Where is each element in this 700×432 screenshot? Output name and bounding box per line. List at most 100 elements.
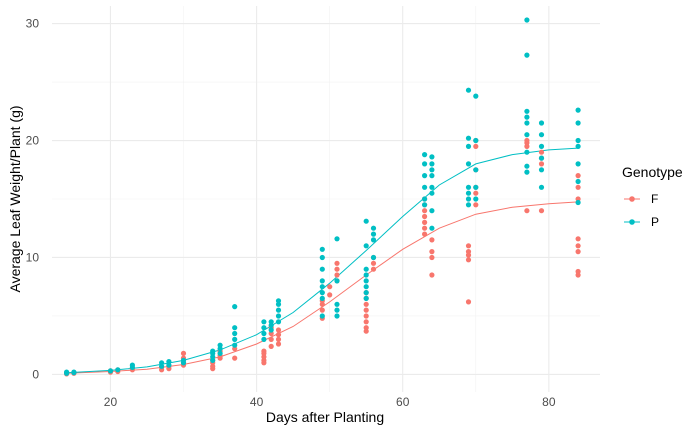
data-point-P — [524, 169, 530, 175]
data-point-P — [465, 202, 472, 208]
data-points — [64, 17, 581, 377]
data-point-P — [261, 319, 267, 325]
legend-title: Genotype — [622, 164, 683, 180]
data-point-P — [370, 231, 377, 237]
data-point-F — [275, 327, 282, 333]
data-point-P — [232, 304, 238, 310]
data-point-F — [465, 249, 472, 255]
data-point-P — [422, 161, 428, 167]
data-point-P — [275, 307, 282, 313]
data-point-F — [538, 208, 545, 214]
data-point-P — [429, 167, 435, 173]
fit-line-P — [66, 147, 579, 374]
data-point-P — [115, 367, 121, 373]
data-point-P — [575, 143, 581, 149]
data-point-P — [319, 254, 325, 261]
data-point-P — [575, 137, 581, 144]
legend-label: P — [651, 215, 659, 229]
x-tick-label: 60 — [396, 395, 410, 409]
data-point-P — [422, 152, 428, 158]
data-point-P — [275, 298, 282, 304]
data-point-P — [575, 120, 581, 126]
data-point-F — [473, 202, 479, 208]
data-point-P — [422, 173, 428, 179]
data-point-P — [363, 278, 369, 284]
data-point-P — [524, 17, 530, 23]
data-point-P — [363, 272, 369, 278]
y-tick-label: 0 — [32, 367, 39, 381]
data-point-P — [538, 184, 545, 190]
data-point-F — [370, 266, 377, 272]
data-point-P — [180, 357, 187, 363]
data-point-F — [363, 313, 369, 319]
data-point-F — [334, 260, 340, 266]
major-gridlines — [52, 6, 600, 392]
data-point-P — [268, 327, 274, 333]
data-point-F — [268, 336, 274, 342]
fit-lines — [66, 147, 579, 374]
data-point-F — [363, 319, 369, 325]
data-point-F — [334, 272, 340, 278]
data-point-F — [327, 284, 333, 290]
data-point-P — [473, 137, 479, 144]
data-point-P — [232, 342, 238, 348]
data-point-P — [465, 184, 472, 190]
data-point-F — [422, 208, 428, 214]
data-point-P — [538, 167, 545, 173]
data-point-P — [575, 178, 581, 185]
x-tick-label: 20 — [104, 395, 118, 409]
data-point-P — [524, 108, 530, 114]
y-axis-title: Average Leaf Weight/Plant (g) — [7, 105, 23, 292]
data-point-P — [575, 161, 581, 167]
x-axis-title: Days after Planting — [266, 409, 384, 425]
data-point-P — [363, 218, 369, 224]
data-point-P — [524, 132, 530, 138]
data-point-P — [275, 319, 282, 325]
data-point-F — [363, 307, 369, 313]
data-point-P — [261, 325, 267, 331]
data-point-P — [334, 278, 340, 284]
data-point-P — [166, 359, 172, 365]
data-point-F — [261, 348, 267, 354]
data-point-P — [575, 199, 581, 206]
data-point-P — [363, 243, 369, 249]
legend-item-F: F — [624, 192, 658, 206]
data-point-P — [473, 184, 479, 190]
data-point-F — [524, 208, 530, 214]
data-point-P — [107, 368, 114, 374]
data-point-F — [275, 341, 282, 347]
x-tick-label: 40 — [250, 395, 264, 409]
data-point-P — [465, 135, 472, 141]
data-point-P — [370, 225, 377, 231]
data-point-P — [538, 143, 545, 149]
data-point-F — [232, 355, 238, 361]
data-point-P — [217, 350, 223, 356]
data-point-P — [129, 362, 135, 368]
data-point-F — [575, 184, 581, 190]
data-point-P — [473, 196, 479, 202]
data-point-P — [64, 369, 70, 375]
data-point-P — [261, 336, 267, 342]
data-point-P — [465, 196, 472, 202]
data-point-F — [538, 161, 545, 167]
data-point-P — [261, 330, 267, 337]
data-point-F — [429, 254, 435, 261]
data-point-P — [465, 87, 472, 93]
data-point-F — [429, 249, 435, 255]
data-point-P — [319, 295, 325, 301]
data-point-F — [275, 336, 282, 342]
data-point-F — [327, 292, 333, 298]
data-point-P — [538, 155, 545, 161]
data-point-F — [268, 343, 274, 349]
data-point-P — [319, 246, 325, 252]
data-point-P — [524, 114, 530, 120]
data-point-F — [465, 299, 472, 305]
data-point-P — [465, 190, 472, 196]
data-point-F — [575, 243, 581, 249]
data-point-P — [71, 369, 77, 375]
y-tick-label: 20 — [26, 134, 40, 148]
data-point-F — [422, 231, 428, 237]
data-point-F — [422, 219, 428, 225]
data-point-F — [538, 149, 545, 155]
